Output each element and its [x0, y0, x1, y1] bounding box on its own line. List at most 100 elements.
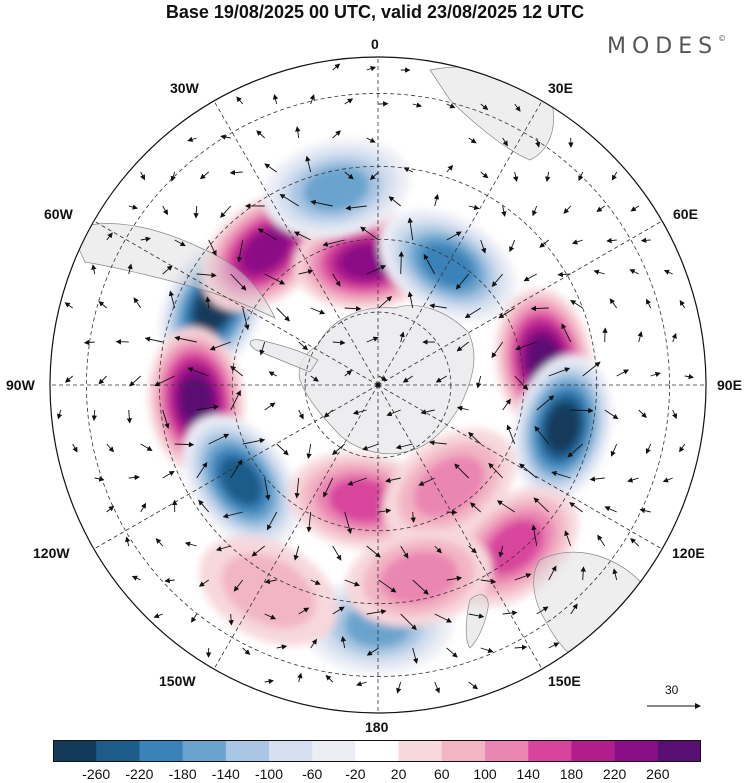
wind-arrow — [578, 171, 584, 182]
wind-arrow — [412, 579, 429, 595]
colorbar-swatch — [485, 740, 529, 762]
wind-arrow — [548, 565, 557, 581]
wind-arrow — [400, 545, 409, 559]
colorbar-tick-label: 220 — [602, 766, 627, 782]
wind-arrow — [536, 395, 555, 411]
wind-arrow — [514, 375, 529, 391]
colorbar-tick-label: -20 — [345, 766, 366, 782]
wind-arrow — [534, 426, 550, 445]
colorbar-tick-label: -100 — [254, 766, 284, 782]
wind-arrow — [264, 163, 277, 173]
wind-arrow — [94, 476, 105, 482]
wind-arrow — [514, 103, 521, 112]
wind-arrow — [325, 674, 334, 683]
lon-label-60w: 60W — [44, 206, 73, 222]
wind-arrow — [378, 296, 393, 309]
antarctic-peninsula — [249, 339, 319, 373]
lon-label-0: 0 — [371, 36, 379, 52]
colorbar-tick-label: 60 — [434, 766, 450, 782]
wind-arrow — [378, 508, 392, 514]
wind-arrow — [168, 290, 176, 309]
colorbar-swatch — [614, 740, 659, 762]
wind-arrow — [502, 398, 511, 411]
wind-arrow — [545, 171, 551, 183]
wind-arrow — [469, 502, 482, 513]
wind-arrow — [91, 409, 98, 421]
wind-arrow — [639, 507, 651, 514]
wind-arrow — [144, 336, 163, 343]
wind-arrow — [154, 375, 175, 387]
wind-arrow — [264, 402, 276, 411]
wind-arrow — [606, 237, 617, 244]
colorbar-swatch — [398, 740, 443, 762]
wind-arrow — [128, 474, 140, 481]
wind-arrow — [468, 545, 477, 554]
colorbar-swatch — [269, 740, 313, 762]
wind-arrow — [323, 477, 334, 498]
wind-arrow — [251, 545, 265, 557]
wind-arrow — [208, 433, 230, 445]
lon-label-90w: 90W — [6, 377, 35, 393]
wind-arrow — [187, 136, 197, 142]
wind-arrow — [208, 239, 217, 256]
wind-arrow — [198, 579, 209, 587]
wind-arrow — [332, 606, 345, 615]
wind-arrow — [366, 545, 381, 558]
wind-arrow — [228, 613, 234, 626]
wind-arrow — [140, 236, 151, 242]
wind-arrow — [140, 502, 147, 513]
wind-arrow — [515, 341, 537, 351]
wind-arrow — [236, 96, 244, 105]
map-border — [49, 56, 707, 714]
wind-arrow — [435, 375, 447, 383]
wind-arrow — [396, 681, 402, 694]
colorbar-tick-label: -60 — [302, 766, 323, 782]
wind-arrow — [264, 613, 277, 620]
wind-arrow — [128, 204, 139, 210]
wind-arrow — [170, 171, 176, 182]
wind-arrow — [293, 545, 300, 561]
wind-arrow — [378, 579, 397, 593]
latitude-circle — [86, 93, 670, 677]
wind-arrow — [242, 647, 251, 655]
colorbar-tick-label: -260 — [82, 766, 111, 782]
wind-arrow — [306, 511, 312, 533]
wind-arrow — [671, 332, 677, 343]
wind-arrow — [464, 307, 481, 319]
wind-arrow — [91, 264, 97, 275]
wind-arrow — [272, 93, 279, 105]
colorbar-tick-label: 260 — [646, 766, 670, 782]
wind-arrow — [199, 171, 209, 180]
wind-arrow — [140, 443, 153, 451]
wind-arrow — [531, 524, 538, 547]
wind-arrow — [129, 375, 142, 387]
wind-arrow — [407, 291, 414, 309]
meridian-line — [377, 384, 543, 670]
wind-arrow — [83, 339, 95, 346]
wind-arrow — [344, 98, 354, 105]
colorbar-tick-label: -140 — [211, 766, 240, 782]
wind-arrow — [332, 545, 342, 561]
wind-arrow — [131, 575, 141, 581]
wind-arrow — [127, 263, 133, 275]
wind-arrow — [276, 443, 289, 456]
logo-mark: © — [718, 34, 727, 43]
colorbar-tick-label: 100 — [473, 766, 497, 782]
wind-arrow — [468, 613, 485, 619]
wind-arrow — [502, 610, 518, 616]
lon-label-120e: 120E — [672, 545, 705, 561]
wind-arrow — [230, 365, 243, 377]
wind-arrow — [446, 164, 454, 173]
wind-arrow — [205, 296, 211, 309]
wind-arrow — [612, 568, 618, 581]
wind-arrow — [264, 477, 271, 501]
wind-arrow — [403, 167, 413, 173]
anomaly-pos-13 — [345, 528, 492, 627]
wind-arrow — [298, 269, 314, 275]
wind-arrow — [198, 499, 210, 513]
lon-label-60e: 60E — [673, 206, 698, 222]
wind-arrow — [548, 367, 571, 377]
wind-arrow — [133, 297, 142, 309]
wind-arrow — [509, 239, 516, 253]
wind-arrow — [446, 647, 458, 658]
